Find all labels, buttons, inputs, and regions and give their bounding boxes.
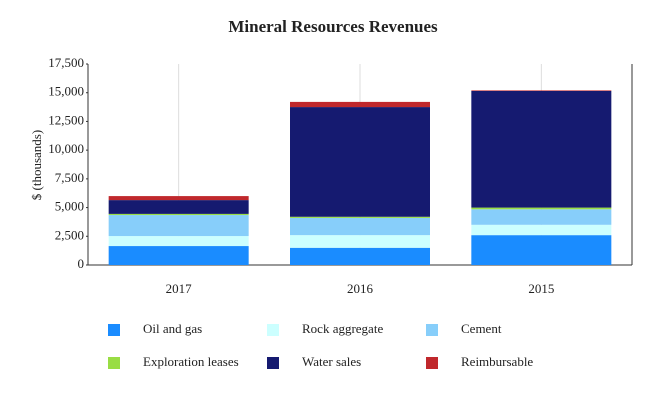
bar-segment: [290, 101, 430, 108]
y-axis-label: $ (thousands): [29, 130, 44, 200]
legend-label: Exploration leases: [143, 354, 239, 369]
chart-title: Mineral Resources Revenues: [228, 17, 438, 36]
bar-segment: [290, 107, 430, 217]
bar-segment: [290, 217, 430, 236]
bar-segment: [108, 196, 249, 201]
legend-label: Cement: [461, 321, 502, 336]
bar-segment: [471, 209, 612, 225]
y-tick-label: 5,000: [55, 199, 84, 214]
legend-label: Oil and gas: [143, 321, 202, 336]
legend-swatch: [426, 324, 438, 336]
y-tick-label: 10,000: [48, 141, 84, 156]
bar-segment: [471, 207, 612, 210]
bar-segment: [290, 247, 430, 265]
legend-swatch: [426, 357, 438, 369]
legend-swatch: [108, 324, 120, 336]
legend-label: Water sales: [302, 354, 361, 369]
bar-segment: [108, 236, 249, 247]
bar-segment: [471, 90, 612, 208]
bar-segment: [108, 246, 249, 265]
bar-segment: [290, 216, 430, 218]
legend-swatch: [108, 357, 120, 369]
x-tick-label: 2017: [166, 281, 193, 296]
bar-segment: [471, 90, 612, 91]
bar-segment: [108, 215, 249, 237]
bar-segment: [471, 224, 612, 236]
bar-segment: [471, 235, 612, 265]
legend-label: Reimbursable: [461, 354, 533, 369]
x-tick-label: 2016: [347, 281, 374, 296]
y-tick-label: 17,500: [48, 55, 84, 70]
legend-swatch: [267, 357, 279, 369]
y-tick-label: 2,500: [55, 227, 84, 242]
y-tick-label: 0: [78, 256, 85, 271]
bar-segment: [108, 213, 249, 216]
bar-segment: [108, 200, 249, 214]
legend-swatch: [267, 324, 279, 336]
x-tick-label: 2015: [528, 281, 554, 296]
bar-segment: [290, 235, 430, 248]
y-tick-label: 12,500: [48, 112, 84, 127]
y-tick-label: 7,500: [55, 170, 84, 185]
legend-label: Rock aggregate: [302, 321, 383, 336]
y-tick-label: 15,000: [48, 84, 84, 99]
